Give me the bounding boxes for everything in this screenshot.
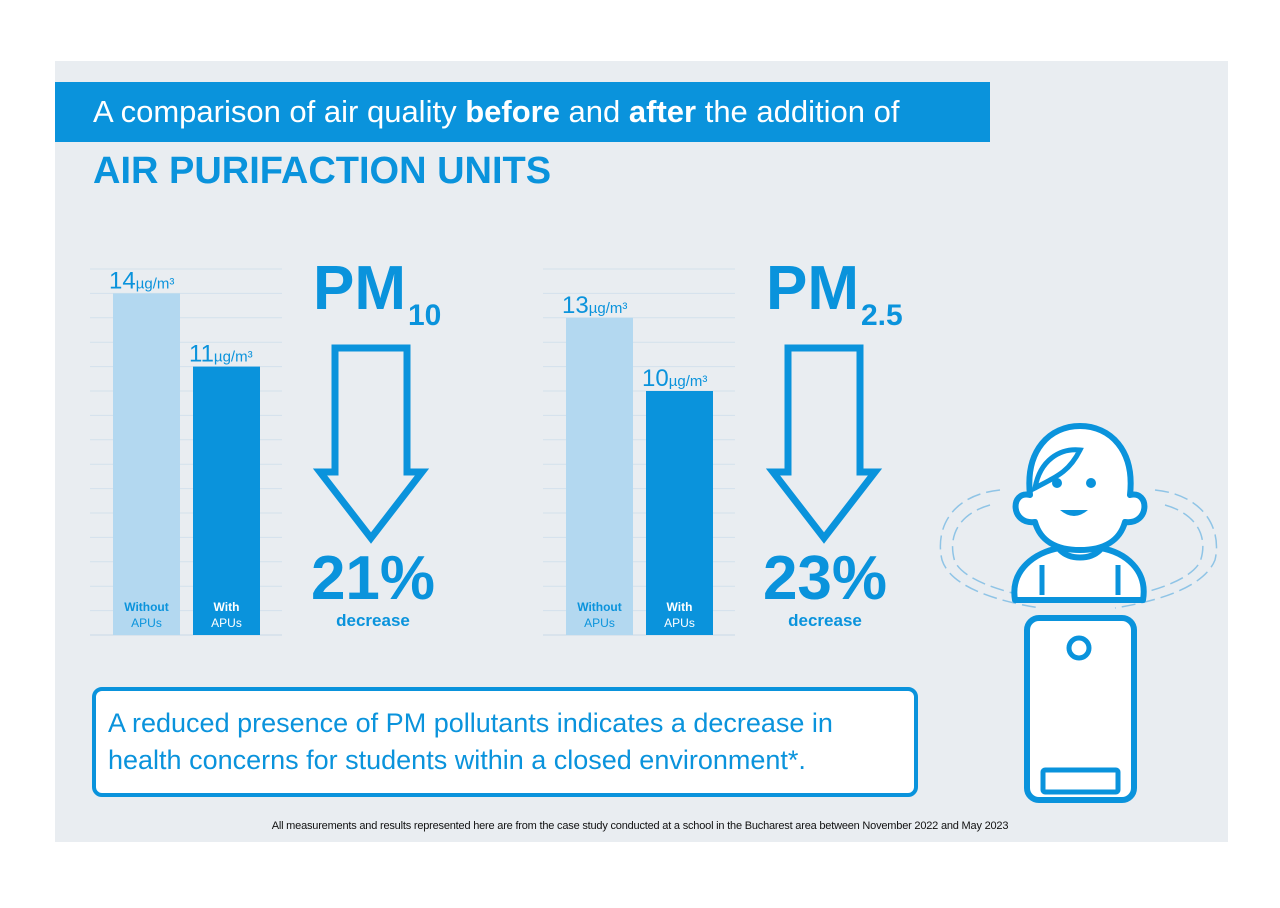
down-arrow-icon <box>312 344 430 544</box>
value-label: 14µg/m³ <box>109 267 174 294</box>
category-label: APUs <box>211 616 242 630</box>
category-label: With <box>214 600 240 614</box>
value-number: 13 <box>562 292 589 319</box>
category-label: Without <box>577 600 622 614</box>
title-text: and <box>559 94 629 129</box>
value-label: 10µg/m³ <box>642 365 707 392</box>
footnote: All measurements and results represented… <box>271 820 1009 832</box>
pm25-decrease-label: decrease <box>788 611 862 630</box>
girl-with-air-purifier-illustration <box>939 423 1218 803</box>
pm25-heading: PM2.5 <box>766 258 903 331</box>
pm10-heading: PM10 <box>313 258 441 331</box>
bar <box>113 293 180 635</box>
bar <box>566 317 633 635</box>
conclusion-line: health concerns for students within a cl… <box>108 745 806 775</box>
title-text: A comparison of air quality <box>93 94 466 129</box>
value-unit: µg/m³ <box>214 349 253 366</box>
subtitle: AIR PURIFACTION UNITS <box>93 150 552 192</box>
title-after: after <box>628 94 697 129</box>
pm-subscript: 2.5 <box>861 299 903 332</box>
pm-label: PM <box>313 254 406 323</box>
category-label: With <box>667 600 693 614</box>
title-before: before <box>465 94 560 129</box>
title-text: the addition of <box>696 94 900 129</box>
title-bar: A comparison of air quality before and a… <box>55 82 990 142</box>
pm10-percent: 21% <box>310 544 436 613</box>
value-label: 13µg/m³ <box>562 292 627 319</box>
category-label: APUs <box>584 616 615 630</box>
conclusion-box: A reduced presence of PM pollutants indi… <box>92 687 918 797</box>
pm-subscript: 10 <box>408 299 442 332</box>
value-number: 14 <box>109 267 136 294</box>
category-label: APUs <box>131 616 162 630</box>
pm25-percent: 23% <box>762 544 888 613</box>
category-label: Without <box>124 600 169 614</box>
down-arrow-icon <box>765 344 883 544</box>
bar <box>193 366 260 635</box>
value-unit: µg/m³ <box>589 300 628 317</box>
value-unit: µg/m³ <box>136 275 175 292</box>
value-number: 10 <box>642 365 669 392</box>
pm10-decrease-label: decrease <box>336 611 410 630</box>
value-number: 11 <box>189 341 214 368</box>
conclusion-line: A reduced presence of PM pollutants indi… <box>108 708 833 738</box>
pm-label: PM <box>766 254 859 323</box>
bar <box>646 391 713 635</box>
value-label: 11µg/m³ <box>189 341 253 368</box>
value-unit: µg/m³ <box>669 373 708 390</box>
category-label: APUs <box>664 616 695 630</box>
